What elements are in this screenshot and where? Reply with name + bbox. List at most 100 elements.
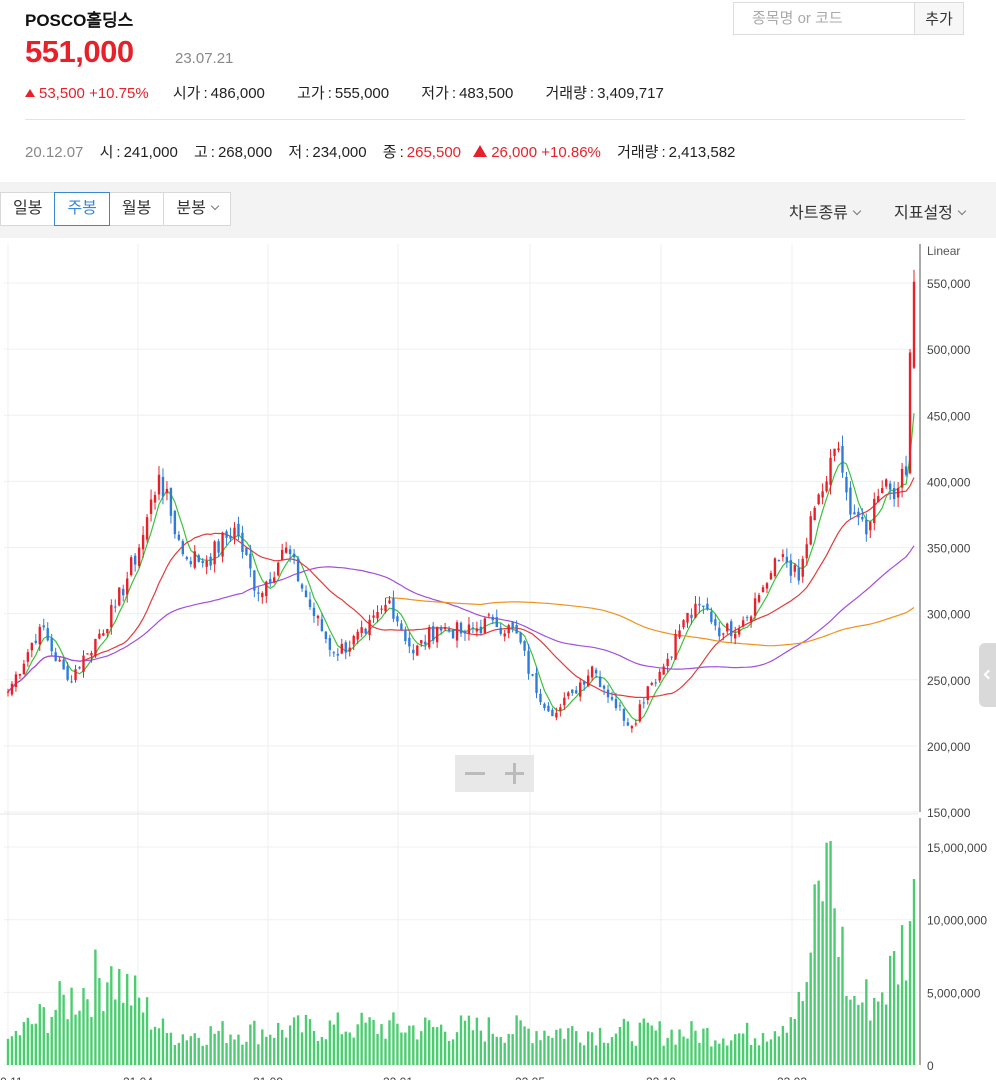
volume-bar [106,982,109,1065]
volume-bar [881,992,884,1065]
volume-bar [153,1026,157,1065]
volume-bar [102,1011,105,1065]
volume-bar [368,1017,371,1065]
candle-body [535,672,538,693]
volume-bar [66,1019,69,1065]
search-input[interactable] [734,3,914,34]
candle-body [300,584,304,589]
volume-bar [849,999,852,1065]
volume-bar [316,1040,320,1065]
volume-bar [829,841,832,1065]
volume-bar [431,1027,435,1065]
candle-body [459,622,463,634]
candle-body [491,616,494,621]
tab-daily[interactable]: 일봉 [0,192,56,226]
candle-body [110,604,113,628]
hover-high: 268,000 [217,144,273,161]
chart-type-dropdown[interactable]: 차트종류 [789,199,862,223]
candle-body [555,712,558,718]
volume-bar [654,1030,657,1065]
volume-bar [519,1020,522,1065]
volume-bar [642,1018,645,1065]
price-tick-label: 500,000 [927,343,971,357]
candle-body [145,517,149,540]
volume-bar [328,1020,332,1065]
volume-bar [662,1045,665,1065]
volume-bar [618,1026,622,1065]
volume-bar [245,1041,248,1065]
side-panel-handle[interactable] [979,643,996,707]
candle-body [682,620,685,628]
stock-header: POSCO홀딩스 551,000 23.07.21 53,500 +10.75%… [0,0,996,182]
candle-body [801,558,804,577]
candle-body [376,612,379,619]
candle-body [896,488,900,498]
volume-bar [527,1028,530,1065]
candle-body [348,647,351,652]
volume-bar [181,1034,185,1065]
candle-body [511,621,514,628]
volume-bar [169,1032,173,1065]
candle-body [662,666,665,675]
volume-bar [857,1004,860,1065]
tab-minute[interactable]: 분봉 [163,192,231,226]
volume-bar [873,997,876,1065]
hover-open-label: 시 [99,144,114,161]
candle-body [269,579,272,583]
candle-body [650,683,653,685]
candle-body [324,631,328,640]
volume-bar [424,1017,427,1065]
tab-monthly[interactable]: 월봉 [108,192,165,226]
low-label: 저가 [421,85,449,102]
hover-low-label: 저 [288,144,303,161]
volume-bar [360,1012,363,1065]
candle-body [547,705,550,712]
add-button[interactable]: 추가 [914,3,963,34]
quote-summary: 53,500 +10.75% 시가 : 486,000 고가 : 555,000… [25,82,664,103]
candle-body [710,611,713,623]
candle-body [702,605,705,608]
candle-body [257,592,260,594]
candle-body [141,534,145,550]
volume-bar [563,1038,566,1065]
candle-body [741,620,745,627]
volume-bar [261,1029,264,1065]
volume-bar [491,1033,494,1065]
candle-body [356,631,359,640]
volume-bar [189,1036,192,1065]
indicator-dropdown[interactable]: 지표설정 [894,199,967,223]
hover-change: 26,000 [491,144,538,161]
candle-body [197,555,200,562]
colon: : [200,85,211,102]
volume-bar [455,1032,459,1065]
volume-bar [404,1032,407,1065]
candle-body [805,544,808,559]
volume-bar [650,1025,653,1065]
candle-body [237,523,240,537]
hover-low: 234,000 [312,144,367,161]
candle-body [153,495,157,503]
candle-body [106,629,109,634]
stock-chart[interactable]: Linear 150,000 200,000 250,000 300,000 350,00… [0,238,996,1085]
candle-body [261,593,264,598]
volume-bar [702,1028,705,1065]
zoom-in-button[interactable] [495,755,535,792]
colon: : [207,144,218,161]
volume-bar [833,908,836,1065]
candle-body [177,534,181,540]
volume-bar [94,949,97,1065]
high-value: 555,000 [334,85,390,102]
chart-area[interactable]: Linear 150,000 200,000 250,000 300,000 350,00… [0,238,996,1085]
volume-tick-label: 15,000,000 [927,841,987,855]
candle-body [809,516,812,545]
x-tick-label: 22.05 [515,1075,545,1080]
tab-weekly[interactable]: 주봉 [54,192,110,226]
chevron-down-icon [852,206,862,216]
zoom-out-button[interactable] [455,755,495,792]
candle-body [718,627,721,637]
plus-icon-bar [512,763,516,784]
volume-bar [439,1024,443,1065]
candle-body [495,617,498,628]
volume-bar [304,1014,308,1065]
volume-bar [503,1042,506,1065]
